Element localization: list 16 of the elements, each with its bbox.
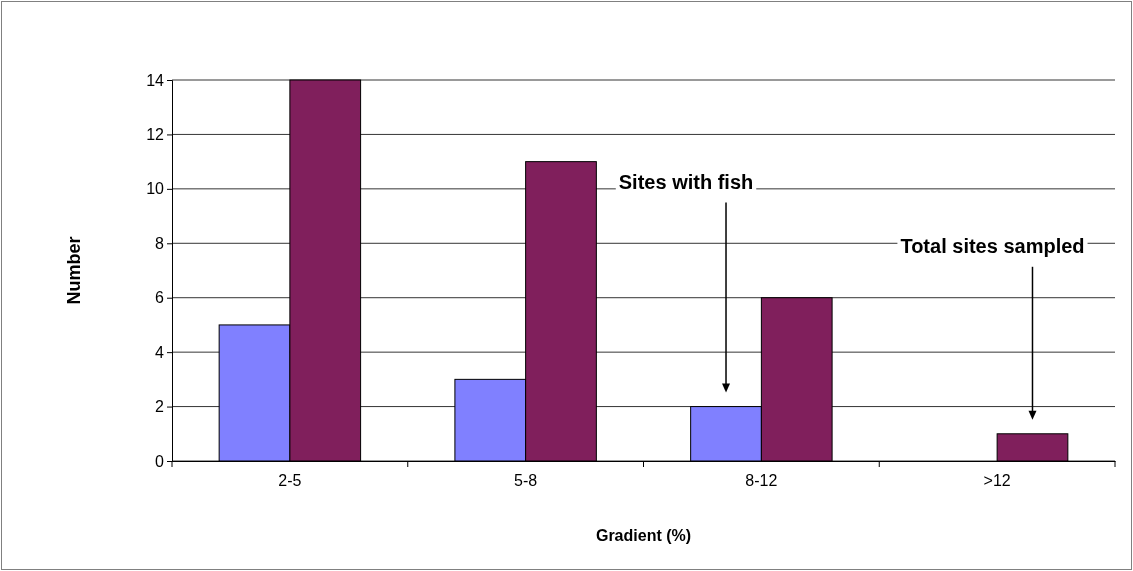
x-tick-label: 5-8 <box>514 472 538 490</box>
y-tick-label: 12 <box>146 126 165 144</box>
y-tick-label: 14 <box>146 71 165 89</box>
y-axis-title: Number <box>64 236 84 305</box>
annotation: Sites with fish <box>618 170 754 193</box>
x-tick-label: 8-12 <box>745 472 778 490</box>
y-tick-label: 10 <box>146 180 165 198</box>
y-tick-label: 2 <box>155 398 165 416</box>
annotation: Total sites sampled <box>900 234 1085 257</box>
y-tick-label: 4 <box>155 343 165 361</box>
x-tick-label: 2-5 <box>278 472 302 490</box>
x-axis-title: Gradient (%) <box>595 527 692 544</box>
x-tick-label: >12 <box>983 472 1011 490</box>
y-tick-label: 0 <box>155 452 165 470</box>
y-tick-label: 8 <box>155 234 165 252</box>
y-tick-label: 6 <box>155 289 165 307</box>
